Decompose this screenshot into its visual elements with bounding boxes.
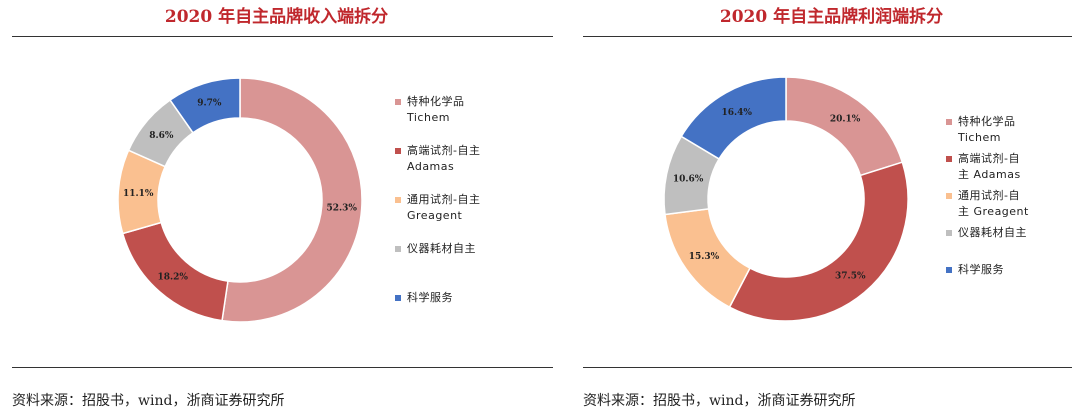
donut-slice-tichem: [221, 77, 363, 323]
footer-rule: [12, 367, 553, 368]
slice-data-label: 16.4%: [721, 108, 752, 118]
legend-swatch: [395, 148, 401, 154]
slice-data-label: 9.7%: [197, 99, 222, 109]
revenue-split-panel: 2020 年自主品牌收入端拆分 52.3% 18.2% 11.1% 8.6% 9.7% …: [12, 7, 553, 409]
legend-label: 特种化学品 Tichem: [958, 115, 1016, 144]
legend-item-services: 科学服务: [395, 290, 545, 339]
legend-item-tichem: 特种化学品 Tichem: [395, 94, 545, 143]
title-rule: [583, 36, 1072, 37]
legend-label: 通用试剂-自主 Greagent: [407, 193, 481, 222]
legend-item-greagent: 通用试剂-自主 Greagent: [395, 192, 545, 241]
legend-swatch: [395, 197, 401, 203]
slice-data-label: 52.3%: [326, 204, 357, 214]
source-note: 资料来源：招股书，wind，浙商证券研究所: [12, 393, 285, 409]
legend-swatch: [395, 246, 401, 252]
legend-label: 高端试剂-自 主 Adamas: [958, 152, 1021, 181]
legend-item-adamas: 高端试剂-自主 Adamas: [395, 143, 545, 192]
legend-item-adamas: 高端试剂-自 主 Adamas: [946, 151, 1076, 188]
donut-slice-adamas: [121, 221, 229, 322]
legend-swatch: [946, 267, 952, 273]
donut-slice-services: [680, 76, 787, 160]
legend-swatch: [946, 193, 952, 199]
slice-data-label: 37.5%: [835, 272, 866, 282]
legend-item-instruments: 仪器耗材自主: [395, 241, 545, 290]
slice-data-label: 8.6%: [149, 131, 174, 141]
chart-title: 2020 年自主品牌利润端拆分: [719, 7, 944, 27]
slice-data-label: 20.1%: [830, 114, 861, 124]
legend-label: 特种化学品 Tichem: [407, 95, 465, 124]
legend-item-instruments: 仪器耗材自主: [946, 225, 1076, 262]
revenue-donut-chart: 52.3% 18.2% 11.1% 8.6% 9.7%: [117, 77, 363, 323]
legend-label: 高端试剂-自主 Adamas: [407, 144, 481, 173]
slice-data-label: 18.2%: [157, 273, 188, 283]
legend-label: 科学服务: [407, 291, 453, 304]
legend-item-services: 科学服务: [946, 262, 1076, 299]
slice-data-label: 11.1%: [123, 189, 154, 199]
legend-swatch: [395, 295, 401, 301]
chart-legend: 特种化学品 Tichem 高端试剂-自主 Adamas 通用试剂-自主 Grea…: [395, 94, 545, 339]
legend-label: 仪器耗材自主: [407, 242, 476, 255]
donut-slice-services: [169, 77, 241, 134]
legend-item-greagent: 通用试剂-自 主 Greagent: [946, 188, 1076, 225]
slice-data-label: 15.3%: [689, 252, 720, 262]
chart-legend: 特种化学品 Tichem 高端试剂-自 主 Adamas 通用试剂-自 主 Gr…: [946, 114, 1076, 299]
profit-split-panel: 2020 年自主品牌利润端拆分 20.1% 37.5% 15.3% 10.6% 16.4…: [583, 0, 1080, 418]
legend-item-tichem: 特种化学品 Tichem: [946, 114, 1076, 151]
legend-swatch: [946, 119, 952, 125]
slice-data-label: 10.6%: [673, 175, 704, 185]
legend-swatch: [946, 230, 952, 236]
title-rule: [12, 36, 553, 37]
legend-label: 仪器耗材自主: [958, 226, 1027, 239]
donut-slice-tichem: [785, 76, 904, 177]
source-note: 资料来源：招股书，wind，浙商证券研究所: [583, 393, 856, 409]
legend-label: 科学服务: [958, 263, 1004, 276]
legend-label: 通用试剂-自 主 Greagent: [958, 189, 1029, 218]
chart-title: 2020 年自主品牌收入端拆分: [164, 7, 389, 27]
legend-swatch: [395, 99, 401, 105]
footer-rule: [583, 367, 1072, 368]
profit-donut-chart: 20.1% 37.5% 15.3% 10.6% 16.4%: [663, 76, 909, 322]
donut-slice-adamas: [728, 161, 909, 322]
legend-swatch: [946, 156, 952, 162]
